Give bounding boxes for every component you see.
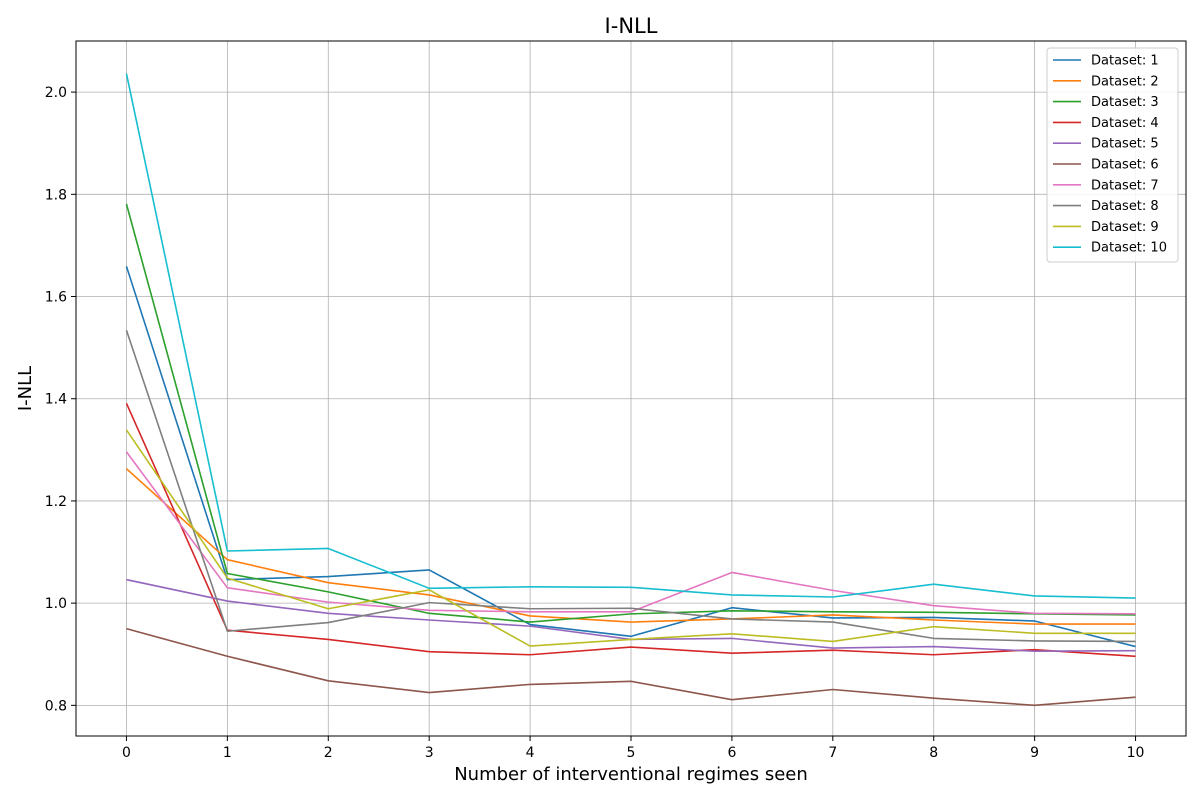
y-tick-label: 1.4 — [45, 392, 67, 408]
x-tick-label: 7 — [828, 745, 837, 761]
legend-label: Dataset: 5 — [1091, 137, 1159, 152]
legend-label: Dataset: 4 — [1091, 116, 1159, 131]
legend-label: Dataset: 7 — [1091, 178, 1159, 193]
y-tick-label: 2.0 — [45, 85, 67, 101]
x-axis-title: Number of interventional regimes seen — [454, 764, 808, 785]
x-tick-label: 0 — [122, 745, 131, 761]
legend-label: Dataset: 8 — [1091, 199, 1159, 214]
series-line-dataset-9 — [125, 429, 1136, 647]
legend-label: Dataset: 9 — [1091, 220, 1159, 235]
x-tick-label: 3 — [425, 745, 434, 761]
x-tick-label: 1 — [223, 745, 232, 761]
series-line-dataset-4 — [125, 402, 1136, 658]
series-line-dataset-1 — [125, 266, 1136, 648]
series-line-dataset-6 — [126, 627, 1136, 707]
legend-label: Dataset: 10 — [1091, 241, 1167, 256]
chart-title: I-NLL — [605, 14, 658, 38]
y-tick-label: 1.0 — [45, 596, 67, 612]
x-tick-label: 9 — [1030, 745, 1039, 761]
x-tick-label: 8 — [929, 745, 938, 761]
legend-label: Dataset: 2 — [1091, 74, 1159, 89]
x-tick-label: 2 — [324, 745, 333, 761]
series-line-dataset-7 — [125, 451, 1136, 615]
x-tick-label: 6 — [727, 745, 736, 761]
series-line-dataset-3 — [125, 203, 1136, 623]
legend: Dataset: 1 Dataset: 2 Dataset: 3 Dataset: 4… — [1046, 47, 1179, 263]
y-axis-ticks: 0.8 1.0 1.2 1.4 1.6 1.8 2.0 — [45, 85, 76, 714]
y-tick-label: 1.8 — [45, 187, 67, 203]
y-tick-label: 1.2 — [45, 494, 67, 510]
series-line-dataset-8 — [125, 329, 1136, 643]
x-tick-label: 5 — [627, 745, 636, 761]
x-tick-label: 10 — [1127, 745, 1145, 761]
y-tick-label: 1.6 — [45, 290, 67, 306]
legend-label: Dataset: 3 — [1091, 95, 1159, 110]
series-line-dataset-10 — [125, 73, 1136, 599]
x-tick-label: 4 — [526, 745, 535, 761]
series-lines — [125, 73, 1136, 707]
y-axis-title: I-NLL — [15, 366, 36, 411]
series-line-dataset-2 — [125, 468, 1136, 625]
x-axis-ticks: 0 1 2 3 4 5 6 7 8 9 10 — [122, 736, 1144, 761]
legend-label: Dataset: 1 — [1091, 54, 1159, 69]
y-tick-label: 0.8 — [45, 698, 67, 714]
legend-label: Dataset: 6 — [1091, 158, 1159, 173]
